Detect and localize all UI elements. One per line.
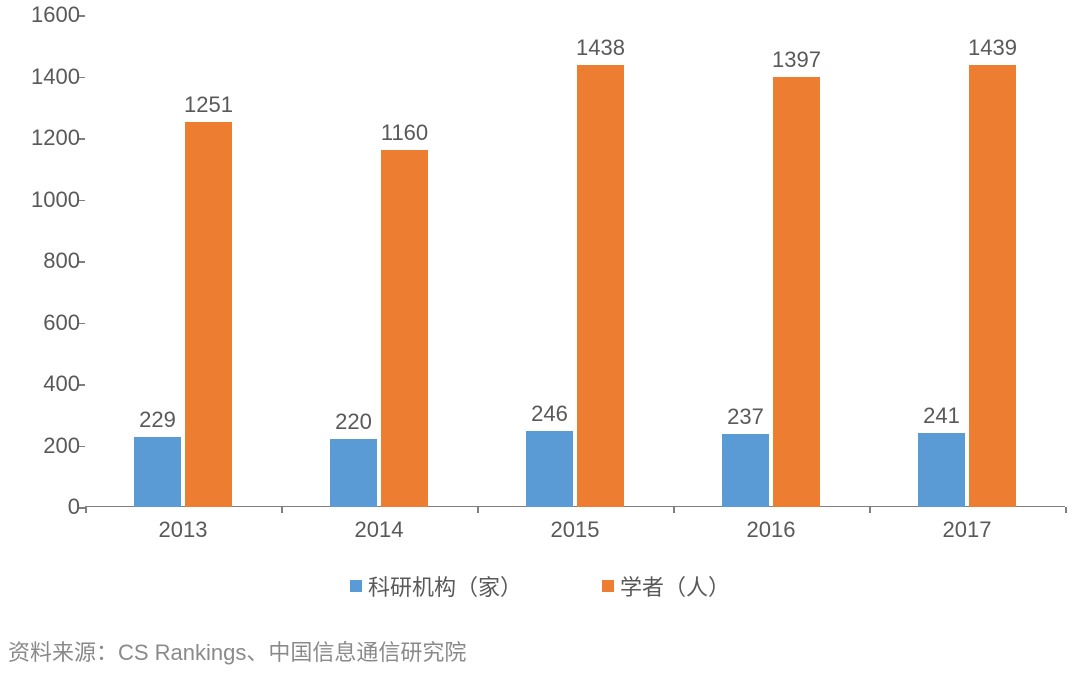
bar-value-label: 220 (335, 409, 372, 435)
y-tick-mark (79, 138, 85, 140)
bar (918, 433, 965, 507)
x-tick-label: 2013 (159, 517, 208, 543)
x-tick-label: 2016 (747, 517, 796, 543)
bar-value-label: 246 (531, 401, 568, 427)
y-tick-mark (79, 446, 85, 448)
bar-value-label: 1438 (576, 35, 625, 61)
bar-value-label: 1439 (968, 35, 1017, 61)
y-tick-mark (79, 384, 85, 386)
y-tick-label: 1200 (31, 125, 80, 151)
legend-swatch-1 (602, 580, 614, 592)
x-tick-label: 2017 (943, 517, 992, 543)
x-tick-mark (1065, 507, 1067, 513)
bar-value-label: 229 (139, 407, 176, 433)
legend-swatch-0 (350, 580, 362, 592)
x-tick-label: 2015 (551, 517, 600, 543)
bar (185, 122, 232, 507)
legend-item-0: 科研机构（家） (350, 570, 522, 602)
x-tick-mark (477, 507, 479, 513)
bar (773, 77, 820, 507)
y-tick-label: 1400 (31, 64, 80, 90)
y-tick-label: 1600 (31, 2, 80, 28)
bar (526, 431, 573, 507)
bar (577, 65, 624, 507)
legend-label-0: 科研机构（家） (368, 570, 522, 602)
chart-container: 科研机构（家） 学者（人） 02004006008001000120014001… (0, 0, 1080, 610)
x-tick-mark (85, 507, 87, 513)
bar-value-label: 1160 (381, 120, 428, 146)
legend-item-1: 学者（人） (602, 570, 730, 602)
y-tick-label: 200 (43, 433, 80, 459)
y-tick-label: 800 (43, 248, 80, 274)
y-tick-label: 400 (43, 371, 80, 397)
bar (722, 434, 769, 507)
bar (381, 150, 428, 507)
y-tick-mark (79, 15, 85, 17)
y-tick-mark (79, 261, 85, 263)
x-tick-label: 2014 (355, 517, 404, 543)
bar (134, 437, 181, 507)
legend-label-1: 学者（人） (620, 570, 730, 602)
x-tick-mark (673, 507, 675, 513)
bar-value-label: 1397 (772, 47, 821, 73)
bar (330, 439, 377, 507)
bar-value-label: 1251 (184, 92, 233, 118)
legend: 科研机构（家） 学者（人） (0, 570, 1080, 602)
bar-value-label: 237 (727, 404, 764, 430)
y-tick-label: 1000 (31, 187, 80, 213)
y-tick-label: 600 (43, 310, 80, 336)
bar-value-label: 241 (923, 403, 960, 429)
bar (969, 65, 1016, 507)
y-tick-mark (79, 200, 85, 202)
y-tick-mark (79, 77, 85, 79)
x-tick-mark (869, 507, 871, 513)
x-tick-mark (281, 507, 283, 513)
source-text: 资料来源：CS Rankings、中国信息通信研究院 (8, 635, 466, 667)
y-tick-mark (79, 323, 85, 325)
